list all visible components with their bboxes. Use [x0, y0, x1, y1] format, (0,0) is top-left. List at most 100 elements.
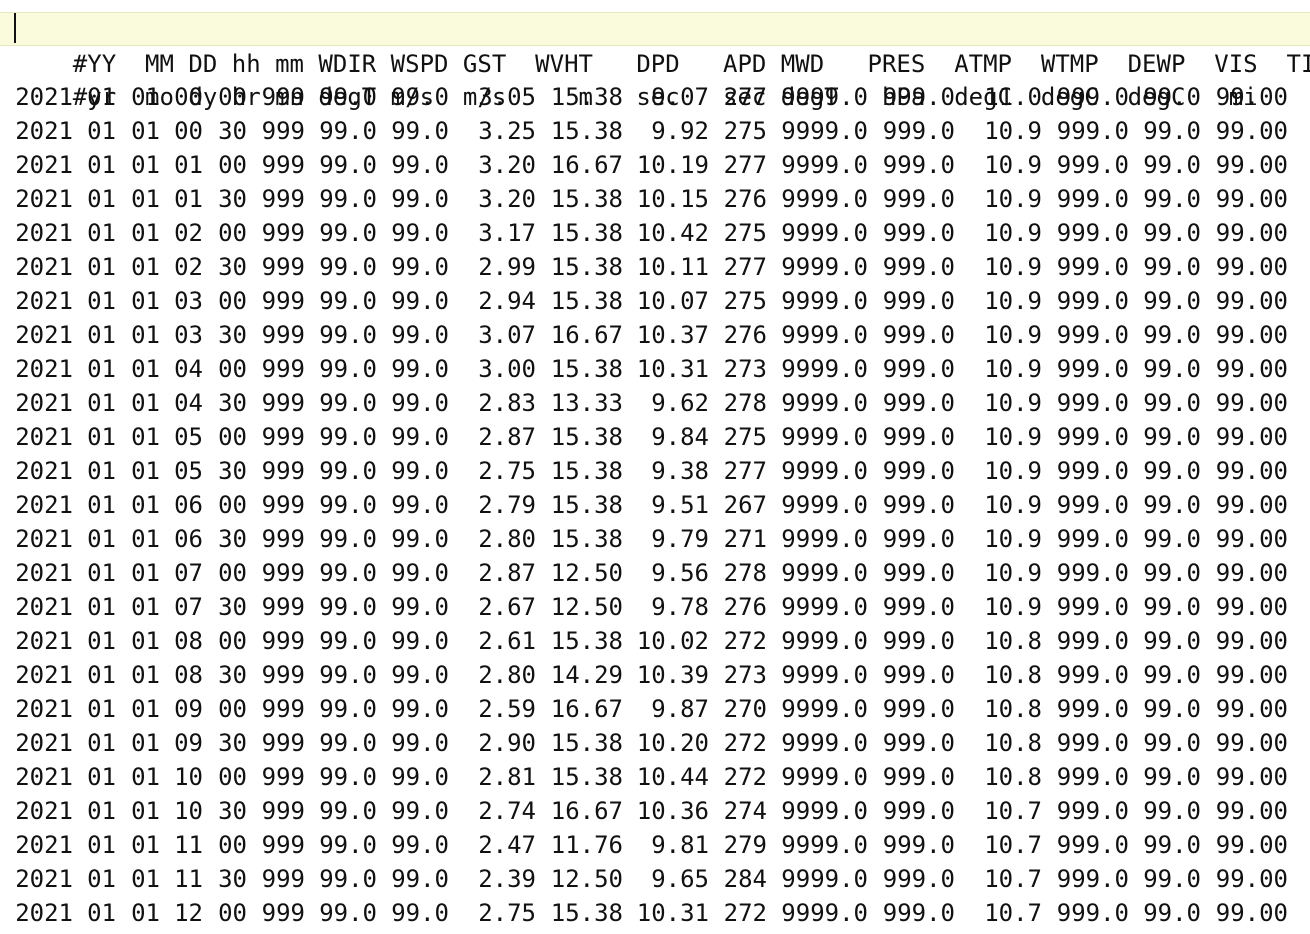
- cell-wspd: 99.0: [319, 83, 377, 111]
- cell-wdir: 999: [261, 491, 305, 519]
- cell-wvht: 2.80: [478, 525, 536, 553]
- cell-dewp: 999.0: [1056, 797, 1129, 825]
- cell-wspd: 99.0: [319, 253, 377, 281]
- header-line[interactable]: #YY MM DD hh mm WDIR WSPD GST WVHT DPD A…: [0, 12, 1310, 78]
- data-row[interactable]: 2021 01 01 01 00 999 99.0 99.0 3.20 16.67 10.19 277…: [0, 148, 1310, 182]
- cell-mn: 00: [218, 491, 247, 519]
- cell-gst: 99.0: [391, 491, 449, 519]
- cell-hh: 06: [174, 525, 203, 553]
- cell-dpd: 15.38: [550, 491, 623, 519]
- data-row[interactable]: 2021 01 01 08 30 999 99.0 99.0 2.80 14.29 10.39 273…: [0, 658, 1310, 692]
- cell-mn: 30: [218, 729, 247, 757]
- units-line[interactable]: #yr mo dy hr mn degT m/s m/s m sec sec d…: [0, 46, 1310, 111]
- cell-hh: 11: [174, 831, 203, 859]
- data-row[interactable]: 2021 01 01 05 00 999 99.0 99.0 2.87 15.38 9.84 275 9…: [0, 420, 1310, 454]
- data-row[interactable]: 2021 01 01 04 00 999 99.0 99.0 3.00 15.38 10.31 273…: [0, 352, 1310, 386]
- data-row[interactable]: 2021 01 01 05 30 999 99.0 99.0 2.75 15.38 9.38 277 9…: [0, 454, 1310, 488]
- cell-tide: 99.00: [1215, 661, 1288, 689]
- cell-dpd: 15.38: [550, 185, 623, 213]
- data-row[interactable]: 2021 01 01 12 00 999 99.0 99.0 2.75 15.38 10.31 272…: [0, 896, 1310, 930]
- cell-mm: 01: [87, 865, 116, 893]
- cell-mm: 01: [87, 151, 116, 179]
- data-row[interactable]: 2021 01 01 02 30 999 99.0 99.0 2.99 15.38 10.11 277…: [0, 250, 1310, 284]
- cell-atmp: 999.0: [882, 389, 955, 417]
- data-row[interactable]: 2021 01 01 09 30 999 99.0 99.0 2.90 15.38 10.20 272…: [0, 726, 1310, 760]
- cell-mm: 01: [87, 491, 116, 519]
- cell-hh: 10: [174, 763, 203, 791]
- cell-vis: 99.0: [1143, 457, 1201, 485]
- cell-hh: 05: [174, 457, 203, 485]
- cell-dpd: 15.38: [550, 287, 623, 315]
- data-row[interactable]: 2021 01 01 11 00 999 99.0 99.0 2.47 11.76 9.81 279 9…: [0, 828, 1310, 862]
- cell-atmp: 999.0: [882, 627, 955, 655]
- cell-gst: 99.0: [391, 797, 449, 825]
- cell-hh: 04: [174, 355, 203, 383]
- cell-mm: 01: [87, 355, 116, 383]
- data-row[interactable]: 2021 01 01 09 00 999 99.0 99.0 2.59 16.67 9.87 270 9…: [0, 692, 1310, 726]
- data-row[interactable]: 2021 01 01 08 00 999 99.0 99.0 2.61 15.38 10.02 272…: [0, 624, 1310, 658]
- cell-wdir: 999: [261, 253, 305, 281]
- cell-hh: 05: [174, 423, 203, 451]
- cell-dewp: 999.0: [1056, 253, 1129, 281]
- cell-mm: 01: [87, 831, 116, 859]
- cell-dpd: 15.38: [550, 423, 623, 451]
- cell-vis: 99.0: [1143, 117, 1201, 145]
- cell-wvht: 2.67: [478, 593, 536, 621]
- data-row[interactable]: 2021 01 01 06 30 999 99.0 99.0 2.80 15.38 9.79 271 9…: [0, 522, 1310, 556]
- data-row[interactable]: 2021 01 01 07 30 999 99.0 99.0 2.67 12.50 9.78 276 9…: [0, 590, 1310, 624]
- data-row[interactable]: 2021 01 01 03 00 999 99.0 99.0 2.94 15.38 10.07 275…: [0, 284, 1310, 318]
- cell-tide: 99.00: [1215, 355, 1288, 383]
- cell-gst: 99.0: [391, 321, 449, 349]
- cell-pres: 9999.0: [781, 763, 868, 791]
- cell-wvht: 3.17: [478, 219, 536, 247]
- cell-atmp: 999.0: [882, 151, 955, 179]
- cell-wtmp: 10.9: [984, 559, 1042, 587]
- cell-vis: 99.0: [1143, 321, 1201, 349]
- cell-hh: 02: [174, 253, 203, 281]
- cell-gst: 99.0: [391, 253, 449, 281]
- cell-wdir: 999: [261, 865, 305, 893]
- cell-yy: 2021: [15, 457, 73, 485]
- cell-yy: 2021: [15, 185, 73, 213]
- cell-apd: 10.19: [636, 151, 709, 179]
- cell-wdir: 999: [261, 83, 305, 111]
- cell-dpd: 15.38: [550, 763, 623, 791]
- cell-dd: 01: [131, 899, 160, 927]
- data-row[interactable]: 2021 01 01 10 00 999 99.0 99.0 2.81 15.38 10.44 272…: [0, 760, 1310, 794]
- data-row[interactable]: 2021 01 01 11 30 999 99.0 99.0 2.39 12.50 9.65 284 9…: [0, 862, 1310, 896]
- data-row[interactable]: 2021 01 01 06 00 999 99.0 99.0 2.79 15.38 9.51 267 9…: [0, 488, 1310, 522]
- cell-vis: 99.0: [1143, 661, 1201, 689]
- cell-wvht: 3.20: [478, 185, 536, 213]
- cell-wtmp: 10.9: [984, 355, 1042, 383]
- cell-yy: 2021: [15, 559, 73, 587]
- cell-mn: 00: [218, 695, 247, 723]
- cell-apd: 9.51: [651, 491, 709, 519]
- data-row[interactable]: 2021 01 01 01 30 999 99.0 99.0 3.20 15.38 10.15 276…: [0, 182, 1310, 216]
- cell-tide: 99.00: [1215, 321, 1288, 349]
- data-row[interactable]: 2021 01 01 07 00 999 99.0 99.0 2.87 12.50 9.56 278 9…: [0, 556, 1310, 590]
- cell-dd: 01: [131, 695, 160, 723]
- cell-tide: 99.00: [1215, 593, 1288, 621]
- cell-dd: 01: [131, 831, 160, 859]
- data-row[interactable]: 2021 01 01 02 00 999 99.0 99.0 3.17 15.38 10.42 275…: [0, 216, 1310, 250]
- data-row[interactable]: 2021 01 01 04 30 999 99.0 99.0 2.83 13.33 9.62 278 9…: [0, 386, 1310, 420]
- cell-wvht: 2.75: [478, 457, 536, 485]
- cell-wspd: 99.0: [319, 355, 377, 383]
- data-row[interactable]: 2021 01 01 00 30 999 99.0 99.0 3.25 15.38 9.92 275 9…: [0, 114, 1310, 148]
- cell-hh: 02: [174, 219, 203, 247]
- cell-dd: 01: [131, 559, 160, 587]
- cell-wtmp: 10.9: [984, 117, 1042, 145]
- cell-mm: 01: [87, 457, 116, 485]
- data-row[interactable]: 2021 01 01 00 00 999 99.0 99.0 3.05 15.38 9.07 277 9…: [0, 80, 1310, 114]
- cell-mm: 01: [87, 525, 116, 553]
- cell-dewp: 999.0: [1056, 151, 1129, 179]
- cell-vis: 99.0: [1143, 491, 1201, 519]
- cell-atmp: 999.0: [882, 423, 955, 451]
- data-row[interactable]: 2021 01 01 03 30 999 99.0 99.0 3.07 16.67 10.37 276…: [0, 318, 1310, 352]
- data-row[interactable]: 2021 01 01 10 30 999 99.0 99.0 2.74 16.67 10.36 274…: [0, 794, 1310, 828]
- cell-dd: 01: [131, 797, 160, 825]
- cell-vis: 99.0: [1143, 83, 1201, 111]
- cell-hh: 09: [174, 729, 203, 757]
- cell-apd: 9.87: [651, 695, 709, 723]
